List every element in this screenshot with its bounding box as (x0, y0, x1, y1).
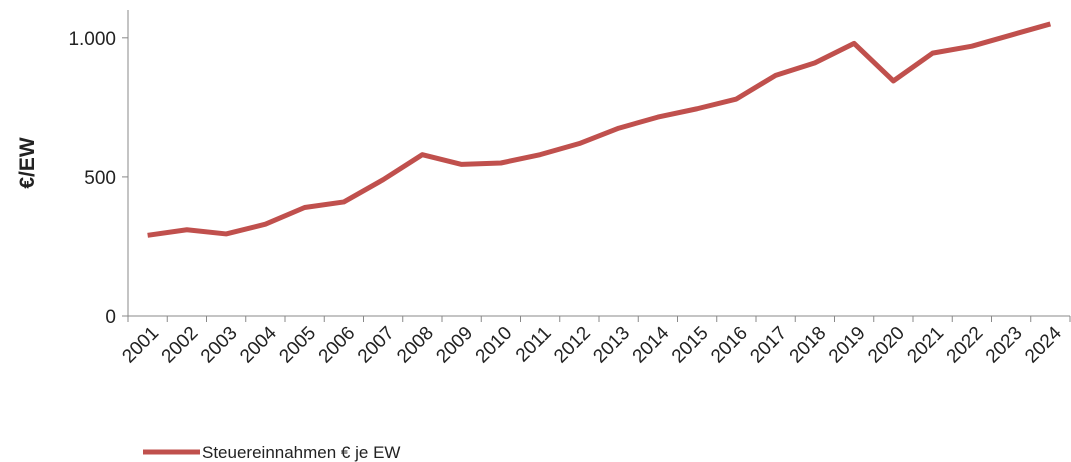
x-tick-label: 2013 (589, 323, 634, 368)
x-tick-label: 2011 (512, 323, 556, 367)
x-tick-label: 2006 (315, 323, 360, 368)
x-tick-label: 2008 (393, 323, 438, 368)
legend-label: Steuereinnahmen € je EW (202, 443, 400, 462)
x-tick-label: 2024 (1021, 322, 1066, 367)
x-tick-label: 2010 (472, 323, 517, 368)
y-tick-label: 1.000 (68, 29, 116, 50)
x-tick-label: 2003 (197, 323, 242, 368)
y-tick-label: 0 (105, 307, 116, 328)
x-tick-label: 2005 (275, 323, 320, 368)
x-tick-label: 2009 (432, 323, 477, 368)
y-tick-label: 500 (84, 168, 116, 189)
x-tick-label: 2001 (118, 323, 163, 368)
x-tick-label: 2007 (354, 323, 399, 368)
x-tick-label: 2002 (158, 323, 203, 368)
x-tick-label: 2019 (825, 323, 870, 368)
x-tick-label: 2020 (864, 323, 909, 368)
data-line (147, 21, 1052, 238)
x-tick-label: 2022 (943, 323, 988, 368)
x-tick-label: 2014 (629, 322, 674, 367)
x-tick-label: 2018 (786, 323, 831, 368)
x-tick-label: 2017 (746, 323, 791, 368)
x-tick-label: 2015 (668, 323, 713, 368)
x-tick-label: 2004 (236, 322, 281, 367)
x-tick-label: 2023 (982, 323, 1027, 368)
x-tick-label: 2012 (550, 323, 595, 368)
x-tick-label: 2021 (903, 323, 948, 368)
y-axis-label: €/EW (16, 137, 39, 189)
x-tick-label: 2016 (707, 323, 752, 368)
